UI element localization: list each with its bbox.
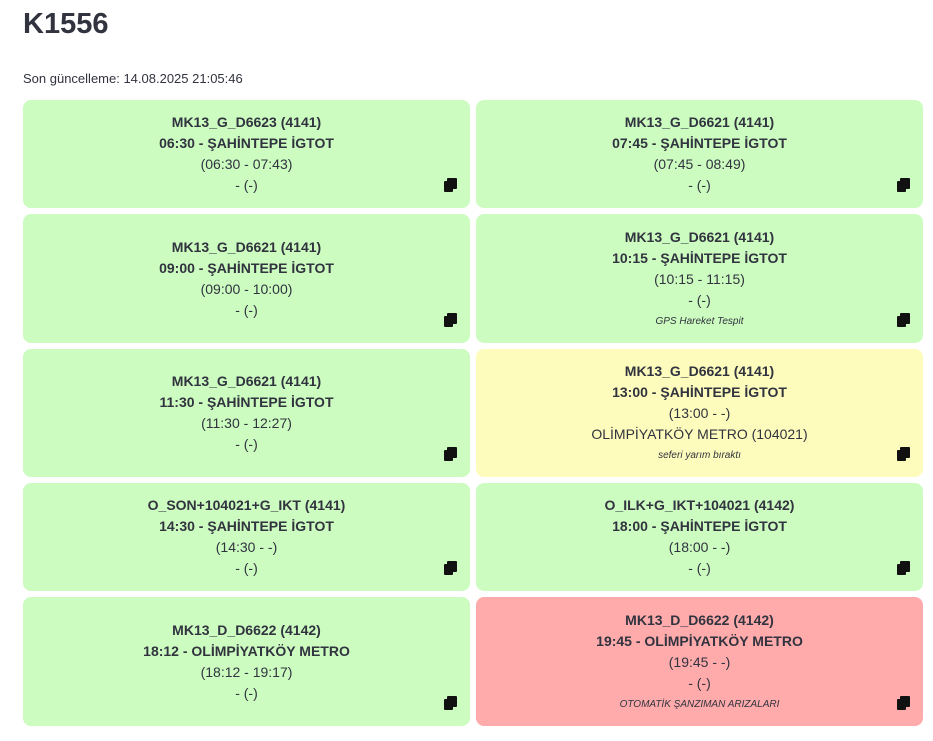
trip-departure: 09:00 - ŞAHİNTEPE İGTOT [159, 259, 334, 276]
copy-icon[interactable] [897, 561, 911, 575]
trip-time-range: (18:00 - -) [668, 539, 731, 555]
trip-location: - (-) [688, 177, 711, 193]
copy-icon[interactable] [897, 696, 911, 710]
trip-departure: 11:30 - ŞAHİNTEPE İGTOT [159, 394, 334, 410]
trip-code: O_ILK+G_IKT+104021 (4142) [604, 497, 795, 513]
trip-card: MK13_G_D6621 (4141) 13:00 - ŞAHİNTEPE İG… [476, 349, 923, 477]
trip-card: MK13_G_D6621 (4141) 10:15 - ŞAHİNTEPE İG… [476, 214, 923, 343]
trip-code: MK13_D_D6622 (4142) [625, 611, 774, 628]
trip-location: - (-) [688, 560, 711, 576]
trip-card: MK13_G_D6621 (4141) 09:00 - ŞAHİNTEPE İG… [23, 214, 470, 343]
trip-code: MK13_G_D6621 (4141) [624, 114, 775, 130]
page-title: K1556 [23, 8, 109, 40]
trip-departure: 07:45 - ŞAHİNTEPE İGTOT [612, 135, 787, 151]
trip-time-range: (13:00 - -) [668, 405, 731, 421]
trip-departure: 14:30 - ŞAHİNTEPE İGTOT [159, 518, 334, 534]
copy-icon[interactable] [444, 561, 458, 575]
trip-note: OTOMATİK ŞANZIMAN ARIZALARI [619, 698, 780, 710]
copy-icon[interactable] [897, 447, 911, 461]
trip-time-range: (19:45 - -) [668, 653, 731, 670]
trip-location: - (-) [235, 560, 258, 576]
trip-code: O_SON+104021+G_IKT (4141) [147, 497, 346, 513]
trip-code: MK13_G_D6621 (4141) [171, 238, 322, 255]
trip-note: GPS Hareket Tespit [655, 315, 744, 327]
trip-time-range: (18:12 - 19:17) [200, 663, 293, 680]
trip-card: MK13_D_D6622 (4142) 18:12 - OLİMPİYATKÖY… [23, 597, 470, 726]
trip-departure: 10:15 - ŞAHİNTEPE İGTOT [612, 249, 787, 266]
trip-card: MK13_G_D6621 (4141) 11:30 - ŞAHİNTEPE İG… [23, 349, 470, 477]
trip-card: O_SON+104021+G_IKT (4141) 14:30 - ŞAHİNT… [23, 483, 470, 591]
trip-time-range: (11:30 - 12:27) [201, 415, 292, 431]
copy-icon[interactable] [444, 447, 458, 461]
trip-card: MK13_D_D6622 (4142) 19:45 - OLİMPİYATKÖY… [476, 597, 923, 726]
trip-code: MK13_G_D6621 (4141) [624, 228, 775, 245]
trip-time-range: (09:00 - 10:00) [200, 280, 293, 297]
trip-location: OLİMPİYATKÖY METRO (104021) [591, 426, 808, 442]
trip-departure: 18:12 - OLİMPİYATKÖY METRO [143, 642, 350, 659]
copy-icon[interactable] [897, 178, 911, 192]
copy-icon[interactable] [444, 313, 458, 327]
copy-icon[interactable] [444, 178, 458, 192]
trip-code: MK13_G_D6621 (4141) [171, 373, 322, 389]
trip-departure: 13:00 - ŞAHİNTEPE İGTOT [612, 384, 787, 400]
trip-location: - (-) [688, 674, 711, 691]
trip-card: MK13_G_D6621 (4141) 07:45 - ŞAHİNTEPE İG… [476, 100, 923, 208]
copy-icon[interactable] [897, 313, 911, 327]
trip-code: MK13_G_D6621 (4141) [624, 363, 775, 379]
trip-time-range: (14:30 - -) [215, 539, 278, 555]
trip-location: - (-) [688, 291, 711, 308]
last-update-label: Son güncelleme: 14.08.2025 21:05:46 [23, 71, 243, 86]
trip-location: - (-) [235, 177, 258, 193]
trip-location: - (-) [235, 301, 258, 318]
trip-time-range: (07:45 - 08:49) [653, 156, 746, 172]
trip-note: seferi yarım bıraktı [658, 450, 741, 461]
trip-departure: 19:45 - OLİMPİYATKÖY METRO [596, 632, 803, 649]
trip-time-range: (10:15 - 11:15) [654, 270, 745, 287]
trip-card: MK13_G_D6623 (4141) 06:30 - ŞAHİNTEPE İG… [23, 100, 470, 208]
trip-departure: 18:00 - ŞAHİNTEPE İGTOT [612, 518, 787, 534]
trip-location: - (-) [235, 436, 258, 452]
trip-departure: 06:30 - ŞAHİNTEPE İGTOT [159, 135, 334, 151]
trip-location: - (-) [235, 684, 258, 701]
trip-time-range: (06:30 - 07:43) [200, 156, 293, 172]
trip-code: MK13_D_D6622 (4142) [172, 621, 321, 638]
trip-code: MK13_G_D6623 (4141) [171, 114, 322, 130]
trip-card: O_ILK+G_IKT+104021 (4142) 18:00 - ŞAHİNT… [476, 483, 923, 591]
copy-icon[interactable] [444, 696, 458, 710]
